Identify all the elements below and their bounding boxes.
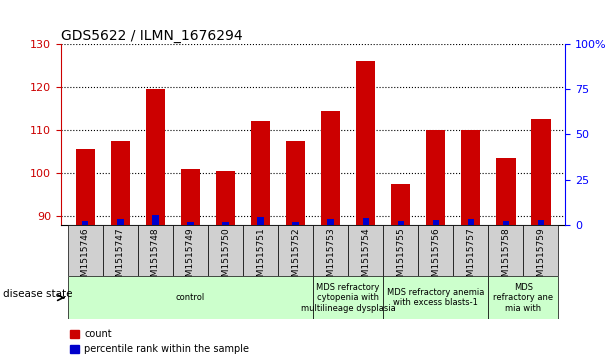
Text: GSM1515754: GSM1515754	[361, 228, 370, 288]
Bar	[426, 130, 446, 225]
Bar	[313, 225, 348, 276]
Bar	[216, 171, 235, 225]
Text: MDS refractory anemia
with excess blasts-1: MDS refractory anemia with excess blasts…	[387, 288, 485, 307]
Text: MDS refractory
cytopenia with
multilineage dysplasia: MDS refractory cytopenia with multilinea…	[301, 283, 396, 313]
Text: GDS5622 / ILMN_1676294: GDS5622 / ILMN_1676294	[61, 29, 243, 42]
Bar	[468, 219, 474, 225]
Text: GSM1515755: GSM1515755	[396, 228, 405, 288]
Text: GSM1515750: GSM1515750	[221, 228, 230, 288]
Text: GSM1515748: GSM1515748	[151, 228, 160, 288]
Bar	[391, 184, 410, 225]
Bar	[117, 219, 123, 225]
Bar	[75, 150, 95, 225]
Bar	[488, 225, 523, 276]
Legend: count, percentile rank within the sample: count, percentile rank within the sample	[66, 326, 253, 358]
Bar	[418, 225, 454, 276]
Text: GSM1515752: GSM1515752	[291, 228, 300, 288]
Bar	[433, 220, 439, 225]
Bar	[313, 276, 383, 319]
Bar	[488, 276, 558, 319]
Bar	[328, 219, 334, 225]
Bar	[286, 141, 305, 225]
Bar	[362, 218, 369, 225]
Text: GSM1515747: GSM1515747	[116, 228, 125, 288]
Bar	[503, 221, 509, 225]
Bar	[257, 217, 264, 225]
Bar	[537, 220, 544, 225]
Bar	[68, 225, 103, 276]
Bar	[398, 221, 404, 225]
Text: GSM1515759: GSM1515759	[536, 228, 545, 288]
Bar	[187, 222, 193, 225]
Bar	[531, 119, 551, 225]
Bar	[251, 121, 270, 225]
Bar	[82, 220, 89, 225]
Text: GSM1515751: GSM1515751	[256, 228, 265, 288]
Bar	[496, 158, 516, 225]
Bar	[348, 225, 383, 276]
Bar	[243, 225, 278, 276]
Text: GSM1515756: GSM1515756	[431, 228, 440, 288]
Text: GSM1515758: GSM1515758	[502, 228, 510, 288]
Bar	[68, 276, 313, 319]
Bar	[461, 130, 480, 225]
Bar	[356, 61, 375, 225]
Text: GSM1515753: GSM1515753	[326, 228, 335, 288]
Bar	[321, 111, 340, 225]
Bar	[152, 215, 159, 225]
Bar	[208, 225, 243, 276]
Text: GSM1515749: GSM1515749	[186, 228, 195, 288]
Text: disease state: disease state	[3, 289, 72, 299]
Bar	[181, 169, 200, 225]
Bar	[138, 225, 173, 276]
Bar	[278, 225, 313, 276]
Bar	[454, 225, 488, 276]
Bar	[523, 225, 558, 276]
Bar	[111, 141, 130, 225]
Bar	[383, 225, 418, 276]
Bar	[223, 222, 229, 225]
Bar	[173, 225, 208, 276]
Bar	[292, 222, 299, 225]
Bar	[383, 276, 488, 319]
Text: MDS
refractory ane
mia with: MDS refractory ane mia with	[493, 283, 553, 313]
Bar	[103, 225, 138, 276]
Text: GSM1515746: GSM1515746	[81, 228, 90, 288]
Bar	[146, 89, 165, 225]
Text: control: control	[176, 293, 205, 302]
Text: GSM1515757: GSM1515757	[466, 228, 475, 288]
